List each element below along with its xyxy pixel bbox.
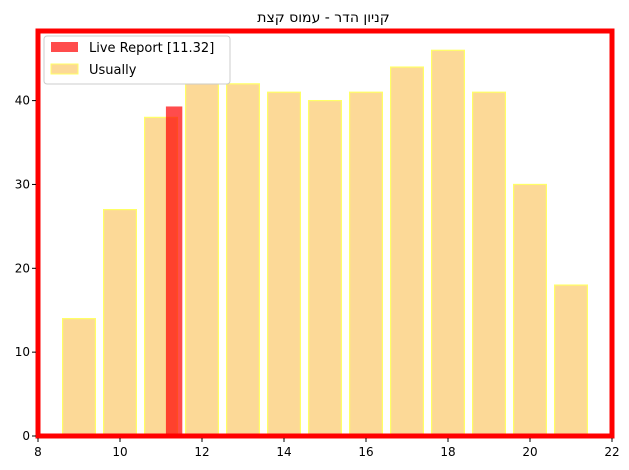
legend-swatch-usually	[50, 63, 79, 75]
y-tick-label: 40	[15, 94, 30, 108]
y-tick-label: 20	[15, 261, 30, 275]
x-tick-label: 12	[194, 445, 209, 459]
usually-bar	[102, 209, 137, 437]
usually-bar	[512, 183, 547, 437]
chart-title: קניון הדר - עמוס קצת	[257, 10, 389, 26]
usually-bar	[390, 66, 425, 437]
y-tick-label: 10	[15, 345, 30, 359]
x-tick-label: 18	[440, 445, 455, 459]
legend-box	[43, 35, 231, 85]
y-tick-label: 30	[15, 177, 30, 191]
y-tick-label: 0	[22, 429, 30, 443]
usually-bar	[308, 99, 343, 437]
x-tick-label: 14	[276, 445, 291, 459]
usually-bar	[61, 318, 96, 437]
legend-swatch-live	[51, 42, 78, 52]
x-tick-label: 16	[358, 445, 373, 459]
usually-bar	[349, 91, 384, 437]
legend-label-usually: Usually	[89, 63, 137, 78]
legend-label-live: Live Report [11.32]	[89, 41, 214, 56]
usually-bars	[61, 49, 588, 437]
usually-bar	[185, 83, 220, 437]
x-tick-label: 20	[522, 445, 537, 459]
usually-bar	[553, 284, 588, 437]
legend: Live Report [11.32] Usually	[43, 35, 231, 85]
usually-bar	[431, 49, 466, 437]
live-report-bar	[165, 106, 183, 437]
x-tick-label: 22	[604, 445, 619, 459]
x-tick-label: 10	[112, 445, 127, 459]
usually-bar	[472, 91, 507, 437]
y-axis-ticks: 0 10 20 30 40	[15, 94, 36, 443]
x-tick-label: 8	[34, 445, 42, 459]
plot-frame	[35, 28, 615, 439]
x-axis-ticks: 8 10 12 14 16 18 20 22	[34, 438, 620, 459]
usually-bar	[267, 91, 302, 437]
live-report-bars	[165, 106, 183, 437]
usually-bar	[226, 83, 261, 437]
